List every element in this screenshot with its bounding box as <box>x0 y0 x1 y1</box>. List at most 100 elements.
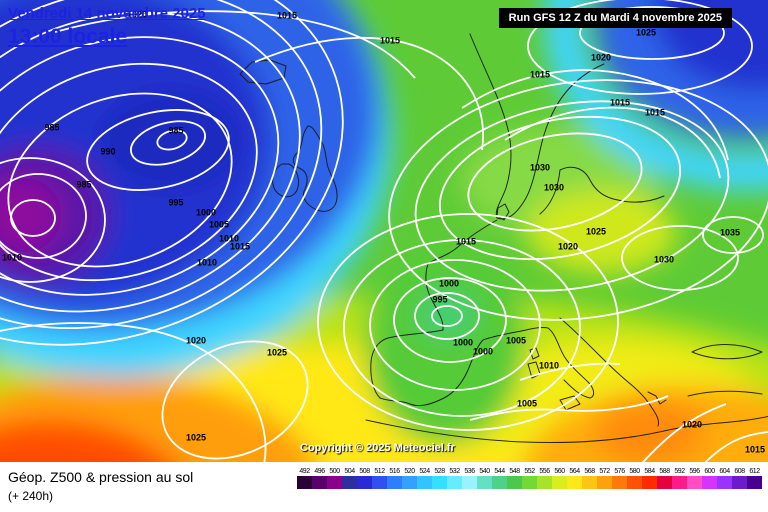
legend-value: 496 <box>314 468 325 475</box>
legend-cell: 548 <box>507 467 522 489</box>
legend-cell: 500 <box>327 467 342 489</box>
legend-cell: 544 <box>492 467 507 489</box>
legend-value: 516 <box>389 468 400 475</box>
legend-cell: 612 <box>747 467 762 489</box>
legend-value: 524 <box>419 468 430 475</box>
legend-swatch <box>717 476 732 489</box>
legend-swatch <box>597 476 612 489</box>
legend-swatch <box>342 476 357 489</box>
legend-cell: 592 <box>672 467 687 489</box>
legend-value: 528 <box>434 468 445 475</box>
legend-swatch <box>432 476 447 489</box>
legend-value: 532 <box>449 468 460 475</box>
legend-swatch <box>327 476 342 489</box>
legend-swatch <box>657 476 672 489</box>
legend-cell: 516 <box>387 467 402 489</box>
legend-value: 580 <box>629 468 640 475</box>
legend-cell: 496 <box>312 467 327 489</box>
legend-cell: 576 <box>612 467 627 489</box>
legend-value: 560 <box>554 468 565 475</box>
legend-value: 600 <box>704 468 715 475</box>
legend-cell: 520 <box>402 467 417 489</box>
legend-value: 596 <box>689 468 700 475</box>
legend-swatch <box>447 476 462 489</box>
map-title: Géop. Z500 & pression au sol <box>8 469 194 485</box>
weather-map: 1020 1015 1015 1025 1020 1015 1015 1015 985 985 99… <box>0 0 768 462</box>
legend-value: 544 <box>494 468 505 475</box>
forecast-header: Vendredi 14 novembre 2025 13:00 locale <box>8 5 206 49</box>
isobar-contours <box>0 0 768 462</box>
map-svg <box>0 0 768 462</box>
legend-value: 576 <box>614 468 625 475</box>
legend-cell: 532 <box>447 467 462 489</box>
legend-swatch <box>522 476 537 489</box>
legend-swatch <box>642 476 657 489</box>
legend-swatch <box>357 476 372 489</box>
legend-swatch <box>747 476 762 489</box>
legend-swatch <box>372 476 387 489</box>
legend-cell: 560 <box>552 467 567 489</box>
legend-cell: 568 <box>582 467 597 489</box>
forecast-time: 13:00 locale <box>8 25 128 48</box>
legend-value: 552 <box>524 468 535 475</box>
legend-swatch <box>537 476 552 489</box>
legend-swatch <box>552 476 567 489</box>
legend-value: 564 <box>569 468 580 475</box>
legend-value: 604 <box>719 468 730 475</box>
legend-value: 608 <box>734 468 745 475</box>
legend-swatch <box>567 476 582 489</box>
legend-swatch <box>627 476 642 489</box>
legend-value: 500 <box>329 468 340 475</box>
legend-value: 592 <box>674 468 685 475</box>
legend-value: 536 <box>464 468 475 475</box>
legend-cell: 512 <box>372 467 387 489</box>
forecast-date: Vendredi 14 novembre 2025 <box>8 5 206 22</box>
run-info: Run GFS 12 Z du Mardi 4 novembre 2025 <box>498 8 732 28</box>
legend-swatch <box>492 476 507 489</box>
legend-swatch <box>402 476 417 489</box>
legend-cell: 504 <box>342 467 357 489</box>
legend-cell: 600 <box>702 467 717 489</box>
legend-cell: 540 <box>477 467 492 489</box>
legend-value: 572 <box>599 468 610 475</box>
forecast-step: (+ 240h) <box>8 489 54 503</box>
legend-cell: 580 <box>627 467 642 489</box>
legend-swatch <box>312 476 327 489</box>
legend-value: 492 <box>299 468 310 475</box>
legend-scale: 492 496 500 504 508 512 516 520 524 528 532 536 540 5… <box>297 467 762 489</box>
legend-cell: 596 <box>687 467 702 489</box>
legend-swatch <box>687 476 702 489</box>
legend-value: 556 <box>539 468 550 475</box>
legend-swatch <box>672 476 687 489</box>
legend-swatch <box>297 476 312 489</box>
legend-cell: 524 <box>417 467 432 489</box>
legend-swatch <box>477 476 492 489</box>
legend-swatch <box>417 476 432 489</box>
legend-cell: 508 <box>357 467 372 489</box>
legend-cell: 608 <box>732 467 747 489</box>
legend-cell: 556 <box>537 467 552 489</box>
legend-cell: 588 <box>657 467 672 489</box>
legend-cell: 564 <box>567 467 582 489</box>
legend-value: 504 <box>344 468 355 475</box>
legend-value: 512 <box>374 468 385 475</box>
legend-cell: 492 <box>297 467 312 489</box>
legend-value: 548 <box>509 468 520 475</box>
legend-swatch <box>732 476 747 489</box>
legend-value: 588 <box>659 468 670 475</box>
legend-cell: 528 <box>432 467 447 489</box>
legend-cell: 584 <box>642 467 657 489</box>
legend-swatch <box>462 476 477 489</box>
legend-bar: Géop. Z500 & pression au sol (+ 240h) 49… <box>0 462 768 512</box>
legend-swatch <box>387 476 402 489</box>
legend-cell: 572 <box>597 467 612 489</box>
legend-value: 612 <box>749 468 760 475</box>
legend-value: 508 <box>359 468 370 475</box>
legend-cell: 604 <box>717 467 732 489</box>
legend-swatch <box>702 476 717 489</box>
legend-value: 540 <box>479 468 490 475</box>
legend-swatch <box>612 476 627 489</box>
copyright-notice: Copyright © 2025 Meteociel.fr <box>300 442 455 454</box>
legend-value: 520 <box>404 468 415 475</box>
